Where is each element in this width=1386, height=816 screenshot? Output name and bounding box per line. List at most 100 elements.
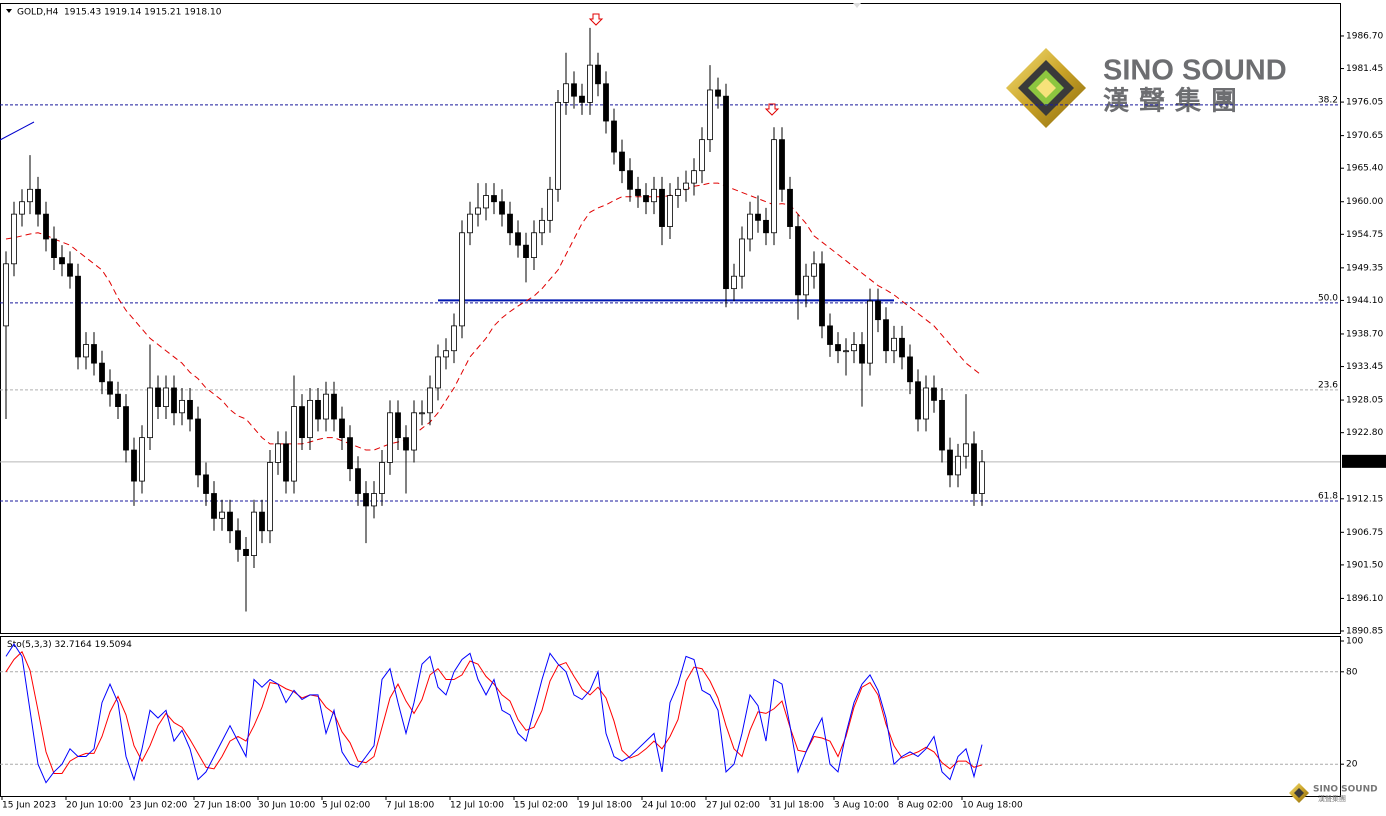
x-tick-label: 20 Jun 10:00 xyxy=(66,801,123,811)
y-tick-label: 1954.75 xyxy=(1346,230,1383,240)
moving-average xyxy=(5,182,983,451)
candle-body xyxy=(595,64,601,85)
candle-body xyxy=(291,406,297,482)
candle-body xyxy=(219,511,225,519)
main-panel xyxy=(0,3,1341,634)
level-label: 50.0 xyxy=(1318,293,1338,303)
y-tick-label: 1960.00 xyxy=(1346,197,1383,207)
top-arrow xyxy=(588,13,604,26)
candle-body xyxy=(875,300,881,321)
candle-body xyxy=(795,226,801,296)
logo-diamond xyxy=(1036,78,1056,98)
candle-body xyxy=(307,399,313,439)
candle-body xyxy=(803,275,809,296)
candle-body xyxy=(883,319,889,352)
candle-body xyxy=(691,170,697,184)
scroll-marker xyxy=(853,3,861,8)
x-tick-label: 30 Jun 10:00 xyxy=(258,801,315,811)
x-tick-label: 15 Jun 2023 xyxy=(2,801,56,811)
candle-body xyxy=(859,344,865,364)
candle-body xyxy=(227,511,233,532)
candle-body xyxy=(195,418,201,476)
y-tick-label: 20 xyxy=(1346,760,1358,770)
candle-body xyxy=(699,139,705,172)
candle-body xyxy=(155,387,161,407)
logo-name: SINO SOUND xyxy=(1313,785,1378,795)
candle-body xyxy=(67,263,73,277)
x-tick-label: 23 Jun 02:00 xyxy=(130,801,187,811)
candle-body xyxy=(963,443,969,457)
candle-body xyxy=(203,474,209,494)
y-tick-label: 100 xyxy=(1346,637,1363,647)
candle-body xyxy=(435,356,441,389)
oscillator-value: 19.5094 xyxy=(95,640,132,650)
menu-triangle xyxy=(6,9,12,13)
candle-body xyxy=(835,344,841,352)
level-label: 38.2 xyxy=(1318,95,1338,105)
y-tick-label: 1944.10 xyxy=(1346,296,1383,306)
y-tick-label: 1938.70 xyxy=(1346,329,1383,339)
candle-body xyxy=(675,188,681,196)
candle-body xyxy=(603,83,609,122)
candle-body xyxy=(355,468,361,494)
small-logo: SINO SOUND 漢聲集團 xyxy=(1289,783,1378,803)
ohlc-header: 1915.43 1919.14 1915.21 1918.10 xyxy=(64,8,222,18)
candle-body xyxy=(491,195,497,203)
candle-body xyxy=(139,437,145,482)
candle-body xyxy=(723,95,729,290)
candle-body xyxy=(707,89,713,141)
candle-body xyxy=(523,244,529,258)
candle-body xyxy=(3,263,9,327)
candle-body xyxy=(395,412,401,439)
price-label: 1918.10 xyxy=(1345,457,1382,467)
candle-body xyxy=(243,548,249,556)
y-tick-label: 1922.80 xyxy=(1346,428,1383,438)
candle-body xyxy=(443,350,449,358)
candle-body xyxy=(19,201,25,215)
oscillator-name: Sto(5,3,3) xyxy=(7,640,52,650)
candle-body xyxy=(587,64,593,103)
y-tick-label: 1901.50 xyxy=(1346,560,1383,570)
candle-body xyxy=(619,151,625,172)
candle-body xyxy=(363,493,369,507)
candle-body xyxy=(123,406,129,451)
y-tick-label: 1890.85 xyxy=(1346,627,1383,637)
candle-body xyxy=(811,263,817,277)
y-tick-label: 1986.70 xyxy=(1346,31,1383,41)
candle-body xyxy=(483,195,489,209)
oscillator-line xyxy=(5,643,983,784)
candle-body xyxy=(971,443,977,494)
candle-body xyxy=(659,188,665,227)
candle-body xyxy=(779,139,785,190)
candle-body xyxy=(867,300,873,364)
x-tick-label: 24 Jul 10:00 xyxy=(642,801,696,811)
candle-body xyxy=(915,381,921,420)
y-tick-label: 1965.40 xyxy=(1346,164,1383,174)
candle-body xyxy=(451,325,457,352)
candle-body xyxy=(107,381,113,395)
candle-body xyxy=(387,412,393,463)
candle-body xyxy=(43,213,49,240)
candle-body xyxy=(75,275,81,358)
y-tick-label: 1933.45 xyxy=(1346,362,1383,372)
oscillator-title: Sto(5,3,3) 32.7164 19.5094 xyxy=(7,640,132,650)
candle-body xyxy=(331,393,337,420)
x-tick-label: 10 Aug 18:00 xyxy=(962,801,1023,811)
candle-body xyxy=(555,101,561,190)
candle-body xyxy=(171,387,177,414)
y-tick-label: 1970.65 xyxy=(1346,131,1383,141)
candle-body xyxy=(683,182,689,190)
candle-body xyxy=(147,387,153,439)
candle-body xyxy=(715,89,721,97)
candle-body xyxy=(131,449,137,482)
y-tick-label: 1896.10 xyxy=(1346,594,1383,604)
candle-body xyxy=(891,337,897,352)
candle-body xyxy=(299,406,305,439)
candle-body xyxy=(115,393,121,407)
candle-body xyxy=(323,393,329,420)
logo-name: SINO SOUND xyxy=(1103,55,1287,87)
candle-body xyxy=(459,232,465,327)
logo-chinese: 漢聲集團 xyxy=(1318,794,1346,803)
candle-body xyxy=(515,232,521,246)
